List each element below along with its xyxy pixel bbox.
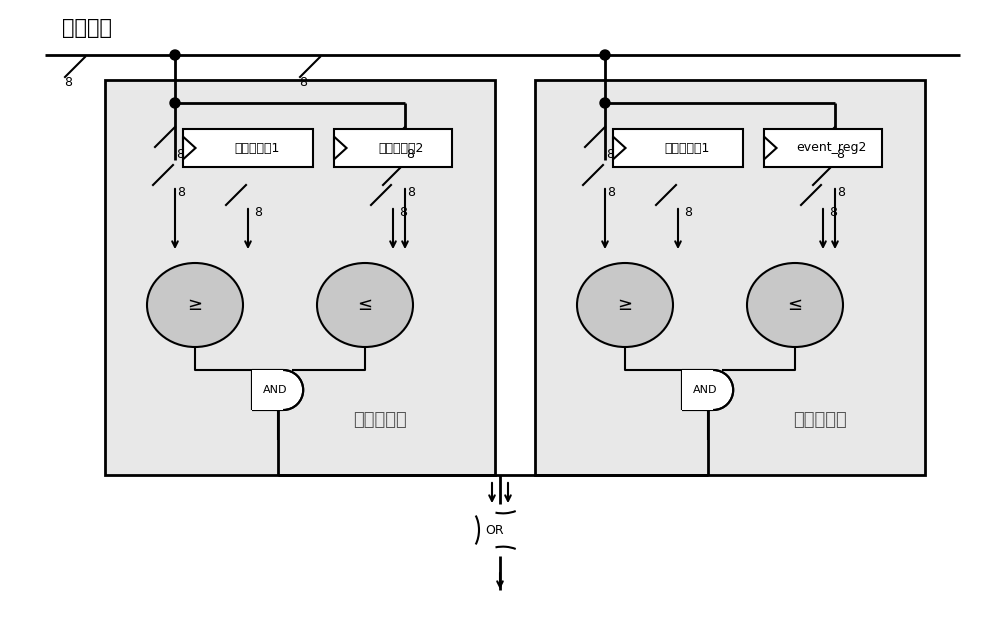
Text: 8: 8 (606, 147, 614, 161)
Text: 事件寄存器1: 事件寄存器1 (664, 142, 710, 154)
Text: 8: 8 (837, 186, 845, 199)
Text: 比较器单元: 比较器单元 (353, 411, 407, 429)
FancyBboxPatch shape (183, 129, 313, 167)
Text: ≥: ≥ (187, 296, 203, 314)
Text: 8: 8 (254, 206, 262, 218)
Text: event_reg2: event_reg2 (796, 142, 866, 154)
Circle shape (170, 98, 180, 108)
Text: 8: 8 (407, 186, 415, 199)
Text: AND: AND (263, 385, 288, 395)
Text: OR: OR (485, 524, 504, 537)
Text: 8: 8 (177, 186, 185, 199)
Text: 触发信号: 触发信号 (62, 18, 112, 38)
Circle shape (600, 50, 610, 60)
Text: AND: AND (693, 385, 718, 395)
Polygon shape (473, 512, 479, 548)
Polygon shape (252, 370, 303, 410)
Text: 8: 8 (607, 186, 615, 199)
Ellipse shape (577, 263, 673, 347)
FancyBboxPatch shape (535, 80, 925, 475)
Text: 8: 8 (399, 206, 407, 218)
Polygon shape (682, 370, 733, 410)
Text: 8: 8 (684, 206, 692, 218)
Text: 事件寄存器2: 事件寄存器2 (379, 142, 424, 154)
Text: 8: 8 (299, 75, 307, 88)
Ellipse shape (147, 263, 243, 347)
Ellipse shape (747, 263, 843, 347)
FancyBboxPatch shape (613, 129, 743, 167)
Text: 事件寄存器1: 事件寄存器1 (234, 142, 280, 154)
FancyBboxPatch shape (334, 129, 452, 167)
Text: ≤: ≤ (357, 296, 373, 314)
Text: 8: 8 (829, 206, 837, 218)
FancyBboxPatch shape (105, 80, 495, 475)
Text: 8: 8 (176, 147, 184, 161)
Text: 8: 8 (64, 75, 72, 88)
Text: 8: 8 (836, 147, 844, 161)
Text: 比较器单元: 比较器单元 (793, 411, 847, 429)
Text: 8: 8 (406, 147, 414, 161)
Circle shape (170, 50, 180, 60)
Text: ≤: ≤ (787, 296, 803, 314)
Text: ≥: ≥ (617, 296, 633, 314)
Circle shape (600, 98, 610, 108)
Ellipse shape (317, 263, 413, 347)
FancyBboxPatch shape (764, 129, 882, 167)
